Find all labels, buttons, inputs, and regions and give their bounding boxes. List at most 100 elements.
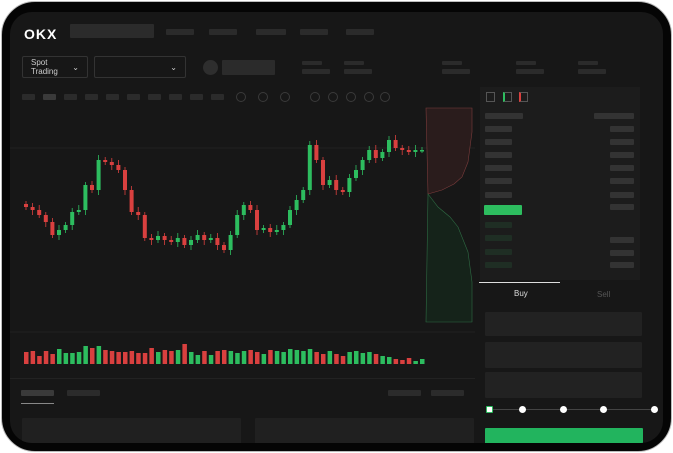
volume-bar bbox=[208, 355, 214, 364]
amount-input[interactable] bbox=[485, 342, 642, 368]
timeframe-button[interactable] bbox=[190, 94, 203, 100]
timeframe-button[interactable] bbox=[127, 94, 140, 100]
ask-price bbox=[485, 192, 512, 198]
market-type-dropdown[interactable]: Spot Trading ⌄ bbox=[22, 56, 88, 78]
amount-slider-track[interactable] bbox=[490, 409, 655, 410]
pair-name bbox=[222, 60, 275, 75]
candle-body bbox=[70, 212, 75, 225]
candle-body bbox=[314, 145, 319, 160]
timeframe-button[interactable] bbox=[22, 94, 35, 100]
stat-value bbox=[302, 69, 330, 74]
chart-tool-icon[interactable] bbox=[258, 92, 268, 102]
tab-open-orders[interactable] bbox=[21, 390, 54, 396]
bid-amount bbox=[610, 250, 634, 256]
chevron-down-icon: ⌄ bbox=[170, 62, 177, 72]
bid-price bbox=[485, 249, 512, 255]
candle-body bbox=[202, 235, 207, 240]
chart-tool-icon[interactable] bbox=[328, 92, 338, 102]
chart-tool-icon[interactable] bbox=[346, 92, 356, 102]
filter-button[interactable] bbox=[431, 390, 464, 396]
candle-body bbox=[123, 170, 127, 190]
candle-body bbox=[162, 236, 167, 240]
candle-body bbox=[169, 240, 174, 242]
timeframe-button[interactable] bbox=[85, 94, 98, 100]
ask-amount bbox=[610, 165, 634, 171]
search-bar[interactable] bbox=[70, 24, 154, 38]
price-input[interactable] bbox=[485, 312, 642, 336]
volume-bar bbox=[307, 349, 313, 364]
chart-tool-icon[interactable] bbox=[310, 92, 320, 102]
chart-tool-icon[interactable] bbox=[364, 92, 374, 102]
chart-tool-icon[interactable] bbox=[236, 92, 246, 102]
timeframe-button[interactable] bbox=[106, 94, 119, 100]
timeframe-button[interactable] bbox=[43, 94, 56, 100]
candle-body bbox=[255, 210, 259, 230]
market-type-label: Spot Trading bbox=[31, 58, 58, 76]
orderbook-both-icon[interactable] bbox=[486, 92, 495, 102]
buy-button[interactable] bbox=[485, 428, 643, 443]
pair-dropdown[interactable]: ⌄ bbox=[94, 56, 186, 78]
slider-step[interactable] bbox=[560, 406, 567, 413]
candle-body bbox=[57, 230, 61, 235]
candle-body bbox=[90, 185, 94, 190]
chart-tool-icon[interactable] bbox=[280, 92, 290, 102]
volume-bar bbox=[90, 348, 95, 364]
slider-step[interactable] bbox=[519, 406, 526, 413]
stat-label bbox=[442, 61, 462, 65]
slider-step[interactable] bbox=[486, 406, 493, 413]
candle-body bbox=[50, 222, 55, 235]
tab-order-history[interactable] bbox=[67, 390, 100, 396]
volume-bar bbox=[116, 352, 121, 364]
orderbook-asks-icon[interactable] bbox=[519, 92, 528, 102]
total-input[interactable] bbox=[485, 372, 642, 398]
candle-body bbox=[30, 207, 35, 210]
candle-body bbox=[367, 150, 372, 160]
volume-bar bbox=[235, 353, 240, 364]
volume-bar bbox=[314, 352, 319, 364]
volume-bar bbox=[228, 351, 234, 364]
ask-amount bbox=[610, 192, 634, 198]
divider bbox=[10, 378, 475, 379]
volume-bar bbox=[189, 352, 194, 364]
slider-step[interactable] bbox=[600, 406, 607, 413]
volume-bar bbox=[413, 361, 418, 364]
slider-step[interactable] bbox=[651, 406, 658, 413]
chart-tool-icon[interactable] bbox=[380, 92, 390, 102]
candle-body bbox=[43, 215, 48, 222]
volume-bar bbox=[387, 357, 392, 364]
timeframe-button[interactable] bbox=[148, 94, 161, 100]
stat-label bbox=[302, 61, 322, 65]
volume-bar bbox=[63, 353, 69, 364]
tab-buy[interactable]: Buy bbox=[514, 289, 528, 298]
volume-bar bbox=[340, 356, 346, 364]
timeframe-button[interactable] bbox=[64, 94, 77, 100]
tab-sell[interactable]: Sell bbox=[597, 290, 611, 299]
candlestick-chart[interactable] bbox=[10, 12, 480, 372]
candle-body bbox=[281, 225, 286, 230]
app-screen: OKX Spot Trading ⌄ ⌄ Buy Sell bbox=[10, 12, 663, 443]
orderbook-bids-icon[interactable] bbox=[503, 92, 512, 102]
volume-bar bbox=[327, 351, 333, 364]
timeframe-button[interactable] bbox=[169, 94, 182, 100]
volume-bar bbox=[380, 356, 385, 364]
filter-button[interactable] bbox=[388, 390, 421, 396]
volume-bar bbox=[136, 353, 141, 364]
candle-body bbox=[327, 180, 332, 185]
nav-item[interactable] bbox=[346, 29, 374, 35]
nav-item[interactable] bbox=[300, 29, 328, 35]
order-card bbox=[255, 418, 474, 443]
volume-bar bbox=[57, 349, 62, 364]
candle-body bbox=[228, 235, 233, 250]
nav-item[interactable] bbox=[209, 29, 237, 35]
ask-price bbox=[485, 178, 512, 184]
coin-icon bbox=[203, 60, 218, 75]
volume-bar bbox=[334, 354, 339, 364]
bid-price bbox=[485, 235, 512, 241]
timeframe-button[interactable] bbox=[211, 94, 224, 100]
nav-item[interactable] bbox=[256, 29, 286, 35]
nav-item[interactable] bbox=[166, 29, 194, 35]
volume-bar bbox=[123, 352, 128, 364]
order-card bbox=[22, 418, 241, 443]
volume-bar bbox=[142, 353, 148, 364]
candle-body bbox=[354, 170, 358, 178]
